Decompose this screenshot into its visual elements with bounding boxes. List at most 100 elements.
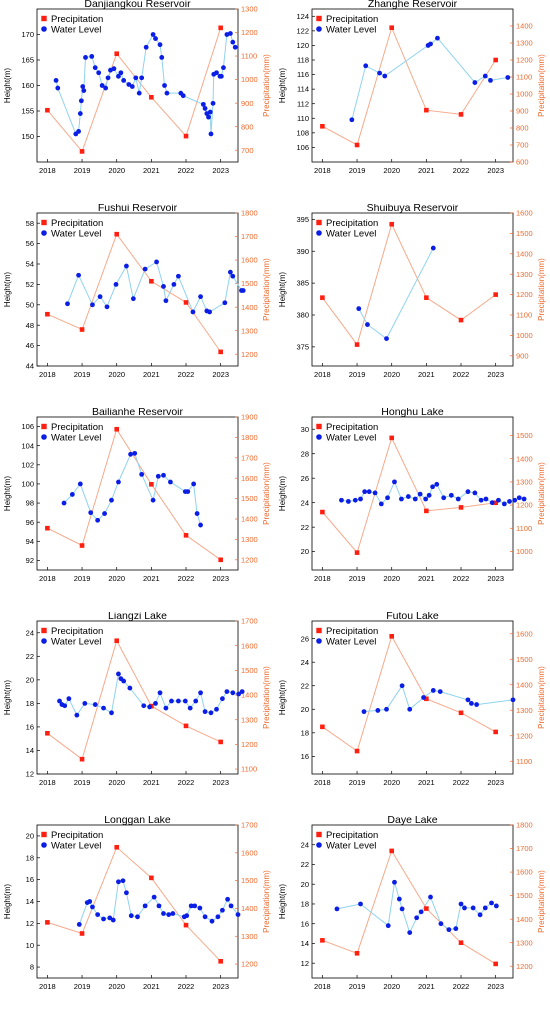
x-tick-label: 2020 [108,166,125,175]
y2-tick-label: 1200 [241,350,258,359]
y2-tick-label: 1500 [516,229,533,238]
y2-tick-label: 1400 [241,303,258,312]
water-level-point [95,517,101,523]
legend-water-level-marker [316,842,322,848]
water-level-point [421,695,426,700]
precipitation-point [389,25,395,30]
precipitation-point [45,920,50,925]
water-level-point [77,111,83,116]
precipitation-line [47,233,222,353]
legend-water-level-label: Water Level [51,433,101,444]
y2-tick-label: 1300 [241,5,258,14]
water-level-point [356,306,362,312]
water-level-point [358,496,363,502]
water-level-point [76,922,82,927]
water-level-point [66,696,72,702]
y2-tick-label: 1900 [241,413,258,422]
water-level-point [455,496,461,502]
y-tick-label: 12 [301,959,309,968]
water-level-point [224,689,230,695]
x-tick-label: 2022 [178,166,195,175]
x-tick-label: 2022 [178,370,195,379]
y2-tick-label: 1700 [241,232,258,241]
water-level-point [210,100,216,106]
x-tick-label: 2022 [453,574,470,583]
water-level-point [236,691,242,697]
precipitation-line [322,436,496,554]
water-level-point [155,473,161,479]
y2-tick-label: 1500 [241,666,258,675]
legend-precipitation-label: Precipitation [51,830,103,841]
y-tick-label: 380 [296,311,309,320]
water-level-point [392,879,397,885]
precipitation-point [320,938,325,943]
water-level-point [221,65,226,71]
y2-tick-label: 1600 [516,209,533,218]
water-level-point [345,499,351,504]
chart-panel: Longgan Lake 2018 2019 2020 2021 2022 2023 8 10 1… [0,814,275,1025]
y2-tick-label: 1400 [241,515,258,524]
precipitation-point [458,505,464,510]
y-tick-label: 16 [301,752,309,761]
legend-precipitation-label: Precipitation [326,626,378,637]
legend-water-level-marker [316,434,322,440]
y2-tick-label: 1200 [241,555,258,564]
water-level-point [225,896,231,902]
y-tick-label: 28 [301,449,309,458]
y-axis-label: Height(m) [278,680,287,715]
water-level-point [469,700,474,706]
y-tick-label: 18 [301,900,309,909]
water-level-point [89,54,95,59]
plot-frame [311,8,514,163]
y-tick-label: 24 [301,658,309,667]
chart-panel: Bailianhe Reservoir 2018 2019 2020 2021 2022 2… [0,406,275,617]
y2-tick-label: 1200 [241,28,258,37]
y2-tick-label: 1700 [241,821,258,830]
plot-frame [36,620,239,775]
water-level-point [510,697,516,703]
legend-precipitation-marker [41,423,47,430]
water-level-point [339,497,344,503]
y-tick-label: 106 [21,422,34,431]
y2-tick-label: 1700 [241,617,258,626]
water-level-point [453,926,459,932]
chart-title: Zhanghe Reservoir [368,0,458,10]
x-tick-label: 2023 [212,574,229,583]
precipitation-point [424,508,429,514]
water-level-point [207,109,213,115]
y2-tick-label: 1400 [241,691,258,700]
chart-panel: Zhanghe Reservoir 2018 2019 2020 2021 2022 202… [275,0,550,209]
water-level-point [384,706,389,712]
legend-water-level-marker [41,26,47,32]
y2-axis-label: Precipitation(mm) [262,462,271,525]
y-tick-label: 124 [296,12,309,21]
water-level-point [126,82,132,87]
y-tick-label: 98 [26,499,34,508]
y-tick-label: 18 [26,699,34,708]
y2-axis-label: Precipitation(mm) [537,666,546,729]
chart-title: Shuibuya Reservoir [367,204,459,214]
y2-tick-label: 1600 [241,256,258,265]
water-level-point [169,698,174,704]
y2-tick-label: 1400 [241,904,258,913]
precipitation-point [354,748,360,754]
precipitation-point [79,327,85,332]
x-tick-label: 2018 [314,982,331,991]
y-tick-label: 14 [301,939,309,948]
precipitation-line [47,639,221,761]
y2-tick-label: 1700 [516,844,533,853]
legend-precipitation-label: Precipitation [51,626,103,637]
y2-tick-label: 1100 [241,765,257,774]
y-axis-label: Height(m) [278,272,287,307]
precipitation-point [218,25,223,31]
y2-tick-label: 1100 [516,757,532,766]
water-level-point [110,917,116,923]
y2-tick-label: 1200 [516,56,533,65]
legend-precipitation-label: Precipitation [326,422,378,433]
water-level-point [507,499,512,504]
x-tick-label: 2020 [108,778,125,787]
y2-tick-label: 1800 [516,821,533,830]
x-tick-label: 2019 [349,574,366,583]
y-tick-label: 375 [296,342,309,351]
y2-tick-label: 1300 [516,478,533,487]
